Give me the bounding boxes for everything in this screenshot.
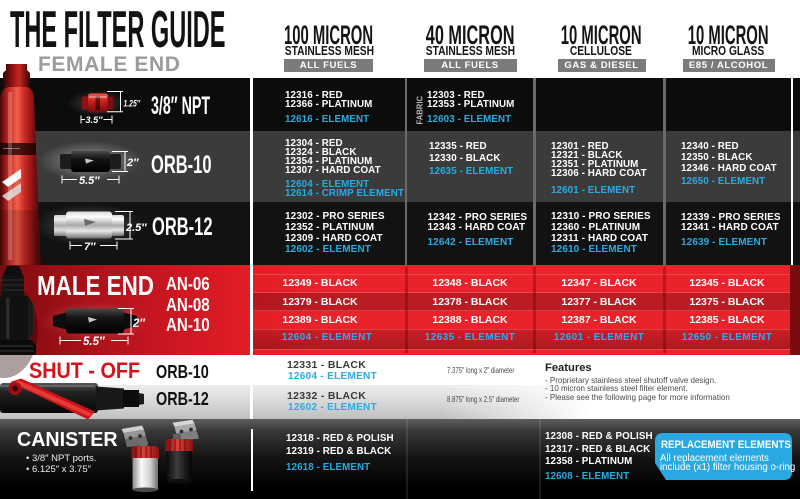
svg-text:5.5″: 5.5″ — [83, 336, 105, 348]
svg-text:7″: 7″ — [84, 241, 96, 253]
svg-text:FABRIC: FABRIC — [416, 96, 425, 125]
svg-text:2.5″: 2.5″ — [125, 222, 147, 234]
svg-text:2″: 2″ — [132, 318, 145, 330]
svg-text:2″: 2″ — [126, 157, 139, 169]
svg-text:5.5″: 5.5″ — [79, 175, 100, 187]
svg-text:3.5″: 3.5″ — [86, 115, 103, 126]
svg-text:1.25″: 1.25″ — [124, 99, 141, 110]
